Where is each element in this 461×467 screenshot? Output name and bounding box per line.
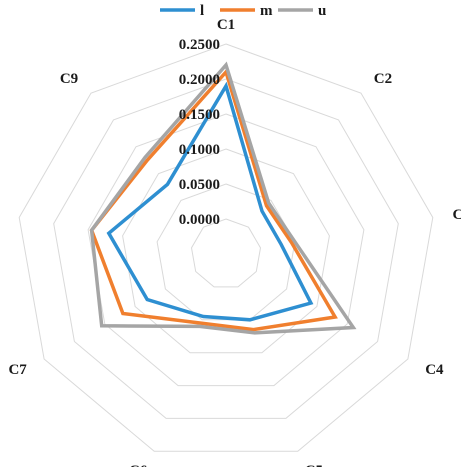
radar-series: [89, 61, 357, 335]
legend-label-l: l: [200, 3, 204, 19]
tick-label-2: 0.1000: [179, 142, 220, 158]
category-label-C4: C4: [425, 362, 444, 378]
tick-label-3: 0.1500: [179, 107, 220, 123]
grid-ring-2: [156, 183, 296, 321]
grid-ring-1: [190, 218, 262, 288]
category-label-C3: C3: [453, 207, 461, 223]
category-label-C1: C1: [217, 17, 235, 33]
tick-label-4: 0.2000: [179, 72, 220, 88]
grid-ring-4: [87, 113, 365, 387]
tick-labels: 0.0000 0.0500 0.1000 0.1500 0.2000 0.2500: [179, 37, 220, 228]
legend-label-u: u: [318, 3, 326, 19]
category-labels: C1C2C3C4C5C6C7C8C9: [8, 17, 461, 467]
grid-ring-6: [18, 43, 434, 452]
category-label-C5: C5: [305, 463, 323, 467]
legend-label-m: m: [260, 3, 273, 19]
grid-ring-5: [53, 78, 399, 419]
series-l-line: [106, 81, 314, 322]
category-label-C6: C6: [129, 463, 148, 467]
radar-grid: [18, 43, 434, 452]
category-label-C7: C7: [8, 362, 27, 378]
tick-label-5: 0.2500: [179, 37, 220, 53]
tick-label-0: 0.0000: [179, 212, 220, 228]
series-u-line: [89, 61, 357, 335]
category-label-C9: C9: [60, 71, 78, 87]
category-label-C2: C2: [374, 71, 392, 87]
tick-label-1: 0.0500: [179, 177, 220, 193]
